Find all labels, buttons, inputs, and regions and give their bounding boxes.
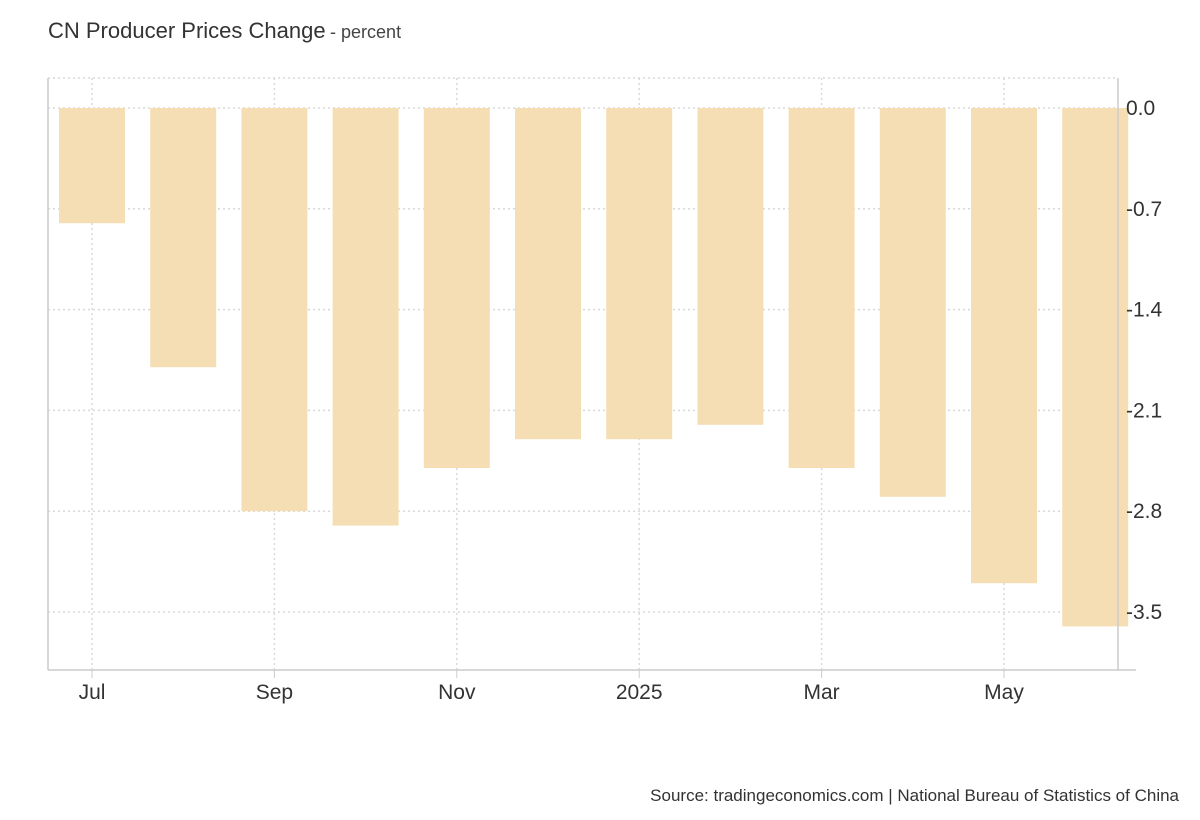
bar[interactable] — [697, 108, 764, 425]
bar[interactable] — [971, 108, 1037, 584]
source-note: Source: tradingeconomics.com | National … — [650, 786, 1179, 805]
bar[interactable] — [788, 108, 855, 468]
chart-title-main: CN Producer Prices Change — [48, 18, 326, 43]
bar[interactable] — [59, 108, 125, 224]
y-tick-label: -1.4 — [1126, 299, 1163, 322]
bar[interactable] — [879, 108, 946, 497]
x-tick-label: Mar — [804, 681, 840, 704]
chart-title: CN Producer Prices Change - percent — [48, 18, 401, 44]
y-tick-label: -2.8 — [1126, 500, 1162, 523]
x-tick-label: 2025 — [616, 681, 663, 704]
y-tick-label: -2.1 — [1126, 399, 1162, 422]
bar[interactable] — [606, 108, 673, 440]
chart-title-sub-separator: - — [330, 22, 342, 42]
chart-subtitle: percent — [341, 22, 402, 42]
bar[interactable] — [515, 108, 581, 440]
bars-layer — [59, 108, 1129, 627]
y-tick-label: 0.0 — [1126, 97, 1155, 120]
bar[interactable] — [241, 108, 308, 512]
axis-layer — [47, 78, 1136, 678]
bar[interactable] — [423, 108, 490, 468]
bar[interactable] — [1062, 108, 1129, 627]
x-tick-label: May — [984, 681, 1024, 704]
y-tick-label: -3.5 — [1126, 601, 1162, 624]
x-tick-label: Jul — [79, 681, 106, 704]
x-tick-label: Sep — [256, 681, 293, 704]
x-tick-label: Nov — [438, 681, 476, 704]
bar[interactable] — [332, 108, 399, 526]
bar[interactable] — [150, 108, 217, 368]
label-layer: 0.0 -0.7 -1.4 -2.1 -2.8 -3.5 Jul Sep Nov 2025 Mar M… — [79, 97, 1163, 704]
y-tick-label: -0.7 — [1126, 198, 1162, 221]
